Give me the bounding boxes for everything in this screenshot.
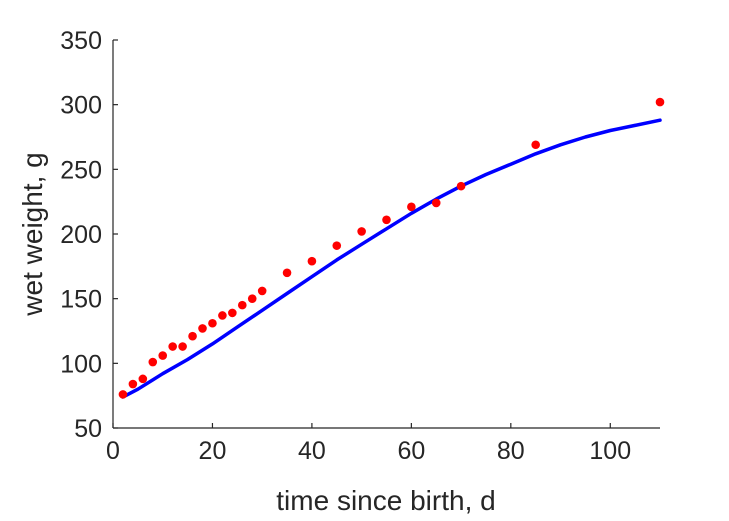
plot-area: 0 20 40 60 80 100 50 100 150 200 250 300 350 [60, 27, 665, 465]
x-tick-label: 0 [106, 437, 120, 465]
data-point [158, 351, 168, 360]
x-tick-label: 40 [298, 437, 326, 465]
data-point [257, 286, 267, 296]
data-point [407, 202, 416, 212]
data-point [431, 198, 441, 208]
y-tick-label: 50 [74, 415, 102, 443]
data-point [531, 140, 540, 150]
x-tick-label: 80 [497, 437, 525, 465]
x-tick-label: 20 [199, 437, 227, 465]
data-point [228, 308, 237, 318]
x-tick-label: 60 [397, 437, 425, 465]
x-tick-label: 100 [589, 437, 631, 465]
x-ticks: 0 20 40 60 80 100 [106, 423, 631, 465]
data-point [332, 241, 342, 250]
data-point [237, 300, 247, 310]
y-ticks: 50 100 150 200 250 300 350 [60, 27, 118, 443]
data-point [148, 357, 158, 367]
fit-curve-line [121, 118, 662, 399]
data-point [307, 256, 317, 266]
data-point [118, 390, 128, 399]
data-point [198, 324, 207, 333]
x-axis-label: time since birth, d [276, 485, 495, 516]
data-point [188, 331, 197, 341]
y-tick-label: 300 [60, 92, 102, 120]
data-point [357, 227, 366, 236]
y-tick-label: 250 [60, 156, 102, 184]
data-point [382, 215, 391, 225]
data-point [655, 97, 665, 107]
y-tick-label: 200 [60, 221, 102, 249]
data-point [208, 318, 217, 328]
data-point [168, 342, 177, 351]
y-tick-label: 150 [60, 286, 102, 314]
y-tick-label: 350 [60, 27, 102, 55]
data-point [247, 294, 257, 303]
data-point [282, 268, 292, 278]
y-axis-label: wet weight, g [17, 152, 48, 316]
series-layer [118, 97, 665, 399]
data-point [138, 374, 148, 384]
y-tick-label: 100 [60, 350, 102, 378]
data-point [128, 379, 138, 389]
data-point [456, 181, 466, 191]
data-point [178, 342, 187, 351]
data-point [218, 311, 227, 320]
